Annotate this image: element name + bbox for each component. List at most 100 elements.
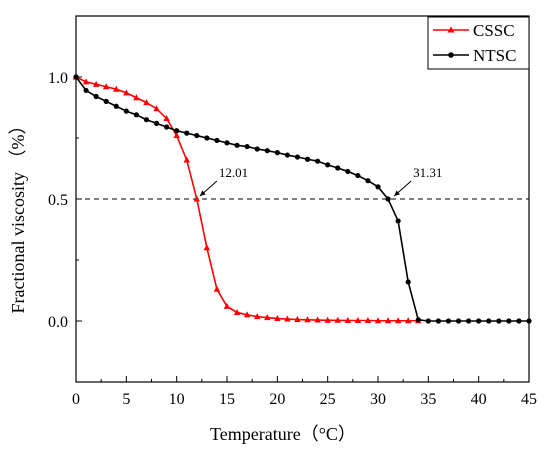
data-point-ntsc	[365, 178, 371, 184]
data-point-ntsc	[143, 117, 150, 123]
data-point-ntsc	[184, 130, 190, 136]
data-point-ntsc	[355, 172, 361, 179]
data-point-cssc	[314, 316, 321, 323]
data-point-ntsc	[294, 154, 301, 160]
data-point-cssc	[133, 94, 140, 101]
annotation-arrow-head	[394, 190, 400, 196]
x-tick-label: 5	[122, 391, 130, 408]
series-line-ntsc	[75, 76, 529, 322]
data-point-cssc	[334, 316, 341, 323]
y-tick-label: 0.0	[48, 314, 68, 331]
x-tick-label: 20	[269, 391, 285, 408]
series-ntsc	[73, 74, 532, 324]
data-point-ntsc	[435, 318, 441, 324]
data-point-ntsc	[476, 318, 482, 324]
x-axis-label: Temperature（°C）	[210, 424, 356, 444]
data-point-ntsc	[415, 317, 421, 323]
data-point-ntsc	[83, 87, 89, 94]
series-layer	[72, 73, 532, 324]
data-point-cssc	[223, 302, 231, 309]
data-point-ntsc	[123, 108, 129, 114]
data-point-ntsc	[345, 168, 351, 175]
data-point-ntsc	[445, 318, 452, 324]
x-tick-label: 35	[420, 391, 436, 408]
data-point-ntsc	[174, 128, 180, 134]
data-point-ntsc	[455, 318, 462, 324]
data-point-cssc	[254, 313, 261, 320]
data-point-ntsc	[133, 112, 139, 118]
data-point-ntsc	[93, 93, 99, 100]
data-point-ntsc	[385, 196, 391, 202]
x-tick-label: 10	[169, 391, 185, 408]
data-point-cssc	[183, 156, 190, 163]
data-point-cssc	[284, 315, 291, 322]
data-point-cssc	[294, 316, 301, 323]
data-point-cssc	[233, 308, 241, 315]
data-point-cssc	[92, 80, 100, 87]
data-point-cssc	[143, 99, 150, 106]
y-tick-label: 1.0	[48, 70, 68, 87]
data-point-ntsc	[466, 318, 472, 324]
data-point-ntsc	[506, 318, 512, 324]
annotation-arrow-head	[199, 190, 206, 196]
x-tick-label: 45	[521, 391, 537, 408]
data-point-cssc	[364, 317, 372, 324]
data-point-ntsc	[164, 124, 170, 130]
data-point-cssc	[163, 114, 170, 121]
data-point-cssc	[304, 316, 311, 323]
data-point-ntsc	[496, 318, 502, 324]
data-point-ntsc	[375, 184, 381, 190]
data-point-ntsc	[234, 142, 240, 148]
data-point-ntsc	[244, 143, 250, 150]
data-point-ntsc	[204, 135, 210, 141]
data-point-ntsc	[274, 150, 280, 156]
data-point-cssc	[384, 317, 392, 324]
data-point-cssc	[405, 317, 412, 324]
data-point-cssc	[394, 317, 402, 324]
data-point-ntsc	[304, 156, 311, 162]
x-tick-label: 0	[72, 391, 80, 408]
data-point-ntsc	[214, 137, 220, 144]
data-point-cssc	[213, 285, 221, 292]
x-tick-label: 25	[320, 391, 336, 408]
data-point-ntsc	[325, 162, 331, 168]
data-point-ntsc	[113, 103, 119, 109]
data-point-cssc	[203, 244, 211, 251]
data-point-ntsc	[425, 318, 431, 324]
data-point-cssc	[354, 317, 362, 324]
data-point-ntsc	[516, 318, 522, 324]
data-point-cssc	[123, 89, 130, 96]
data-point-cssc	[274, 315, 281, 322]
data-point-ntsc	[194, 132, 200, 139]
data-point-cssc	[243, 311, 251, 318]
data-point-cssc	[173, 132, 180, 139]
data-point-cssc	[324, 316, 331, 323]
legend-marker-cssc	[447, 26, 455, 33]
data-point-ntsc	[224, 140, 230, 146]
data-point-ntsc	[284, 152, 290, 158]
annotation-layer: 12.01 31.31	[199, 165, 442, 197]
data-point-ntsc	[486, 318, 492, 324]
legend-label-cssc: CSSC	[473, 21, 515, 40]
data-point-ntsc	[335, 165, 341, 171]
y-axis-label: Fractional viscosity （%）	[8, 117, 28, 314]
data-point-cssc	[374, 317, 382, 324]
x-tick-label: 15	[219, 391, 235, 408]
x-tick-label: 40	[471, 391, 487, 408]
legend-label-ntsc: NTSC	[473, 46, 516, 65]
data-point-ntsc	[395, 218, 401, 224]
data-point-cssc	[344, 317, 351, 324]
data-point-ntsc	[103, 98, 109, 104]
annotation-label: 12.01	[219, 165, 248, 180]
legend-marker-ntsc	[448, 52, 454, 58]
axis-layer: 0 5 10 15 20 25 30 35 40 45 0.0 0.5 1.0	[48, 15, 537, 408]
legend-box	[427, 16, 530, 70]
data-point-cssc	[113, 85, 120, 92]
data-point-cssc	[153, 105, 160, 112]
data-point-cssc	[82, 78, 90, 85]
legend: CSSC NTSC	[427, 16, 530, 70]
annotation-label: 31.31	[413, 165, 442, 180]
data-point-ntsc	[264, 148, 270, 154]
data-point-ntsc	[254, 146, 260, 152]
